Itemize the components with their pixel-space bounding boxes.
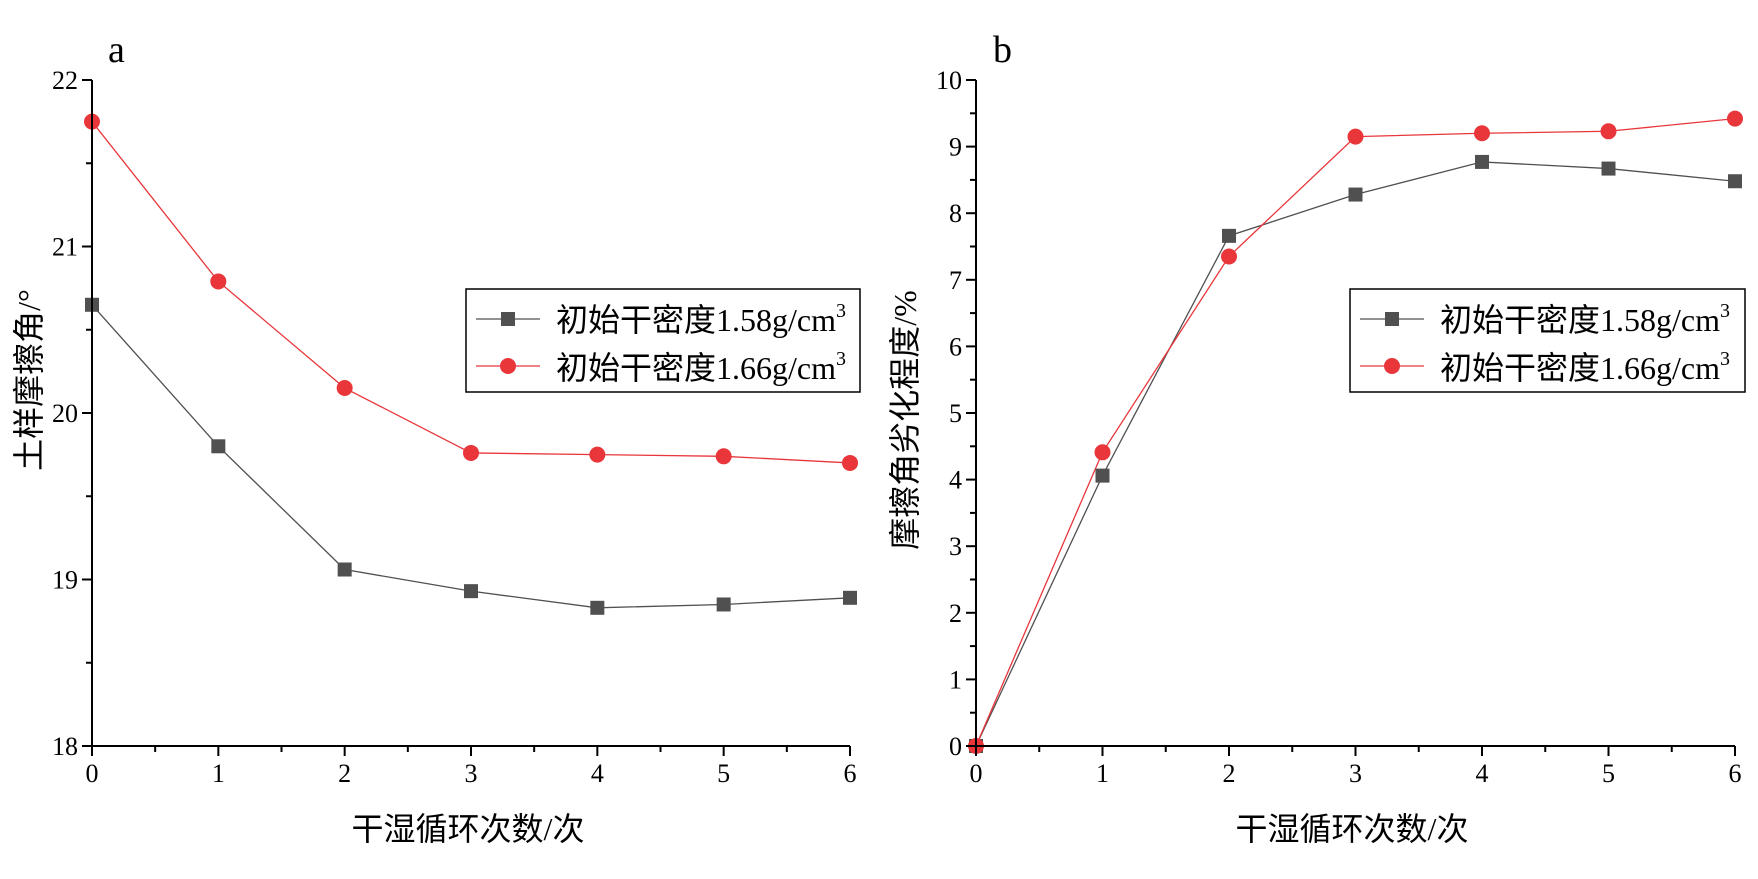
panel-b-x-tick-label: 4: [1476, 759, 1489, 788]
panel-b-series-2-point: [1094, 444, 1111, 461]
panel-a-y-tick-label: 19: [52, 566, 78, 595]
panel-b-legend-entry-2: 初始干密度1.66g/cm3: [1440, 348, 1730, 386]
panel-b-y-tick-label: 4: [949, 466, 962, 495]
panel-b-y-tick-label: 9: [949, 133, 962, 162]
panel-a-x-tick-label: 2: [338, 759, 351, 788]
panel-b-series-2-point: [1474, 125, 1490, 142]
panel-a-y-axis-label: 土样摩擦角/°: [11, 289, 47, 471]
panel-b-legend-box: [1349, 288, 1746, 393]
panel-a-series-2-point: [463, 444, 479, 461]
panel-a-series-2-point: [589, 446, 606, 463]
panel-a-legend-marker-2: [500, 358, 516, 374]
panel-b-series-1-point: [1728, 174, 1742, 189]
panel-a-legend-entry-1: 初始干密度1.58g/cm3: [556, 300, 846, 338]
panel-a-y-tick-label: 18: [52, 732, 78, 761]
panel-b-series: [968, 110, 1743, 754]
panel-a-series-2-point: [336, 380, 353, 397]
panel-a-x-axis-label: 干湿循环次数/次: [352, 811, 585, 847]
panel-a-x-tick-label: 4: [591, 759, 604, 788]
panel-b-y-axis-label: 摩擦角劣化程度/%: [887, 290, 923, 550]
panel-a-y-tick-label: 22: [52, 66, 78, 95]
panel-a-series-1-point: [590, 600, 605, 615]
panel-b-series-1-point: [1348, 187, 1363, 202]
panel-b-x-tick-label: 2: [1223, 759, 1236, 788]
panel-b-x-tick-label: 1: [1096, 759, 1109, 788]
panel-a-y-tick-label: 20: [52, 399, 78, 428]
panel-b-y-tick-label: 1: [949, 665, 962, 694]
panel-a-series-1-point: [337, 562, 352, 577]
panel-a-series-2-point: [210, 273, 227, 290]
panel-a-chart: a 0 1 2 3 4 5 6 18 19 20 21 22 干湿循环次数/次 土样摩擦角/° 初始干…: [11, 29, 861, 847]
panel-a-y-tick-label: 21: [52, 233, 78, 262]
panel-b-x-axis-label: 干湿循环次数/次: [1236, 811, 1469, 847]
panel-a-axes: 0 1 2 3 4 5 6 18 19 20 21 22: [52, 66, 857, 788]
panel-b-x-tick-label: 0: [970, 759, 983, 788]
panel-a-legend-box: [465, 288, 861, 393]
panel-b-label: b: [993, 29, 1012, 71]
panel-a-legend: 初始干密度1.58g/cm3 初始干密度1.66g/cm3: [465, 288, 861, 393]
panel-b-legend-marker-2: [1384, 358, 1400, 374]
panel-b-legend-entry-1: 初始干密度1.58g/cm3: [1440, 300, 1730, 338]
panel-a-legend-entry-2: 初始干密度1.66g/cm3: [556, 348, 846, 386]
panel-a-series-1-point: [843, 590, 857, 605]
panel-a-legend-marker-1: [501, 312, 515, 326]
panel-b-y-tick-label: 3: [949, 532, 962, 561]
panel-b-series-2-line: [975, 117, 1736, 747]
panel-a-series-1-point: [211, 439, 226, 454]
panel-b-y-tick-label: 2: [949, 599, 962, 628]
panel-b-series-1-point: [1222, 228, 1236, 243]
panel-b-y-tick-label: 0: [949, 732, 962, 761]
panel-b-series-1-point: [1095, 468, 1110, 483]
panel-b-axes: 0 1 2 3 4 5 6 0 1 2 3 4 5 6 7 8 9 10: [936, 66, 1742, 788]
panel-a-x-tick-label: 5: [717, 759, 730, 788]
panel-b-series-2-point: [1347, 128, 1364, 145]
panel-b-series-2-point: [1600, 123, 1617, 140]
panel-a-series-2-point: [842, 454, 858, 471]
panel-b-y-tick-label: 10: [936, 66, 962, 95]
panel-b-series-2-point: [1221, 248, 1237, 265]
panel-b-series-1-point: [1475, 154, 1489, 169]
panel-a-x-tick-label: 0: [86, 759, 99, 788]
panel-b-y-tick-label: 7: [949, 266, 962, 295]
panel-b-series-2-point: [1727, 110, 1743, 127]
panel-b-legend-marker-1: [1385, 312, 1399, 326]
panel-a-x-tick-label: 3: [465, 759, 478, 788]
panel-b-x-tick-label: 3: [1349, 759, 1362, 788]
panel-a-series-1-point: [716, 597, 731, 612]
panel-b-chart: b 0 1 2 3 4 5 6 0 1 2 3 4 5 6 7 8 9 10 干湿循环次数/次 摩擦角劣化程度/%…: [887, 29, 1746, 847]
panel-a-series-1-point: [464, 584, 478, 599]
panel-a-x-tick-label: 6: [844, 759, 857, 788]
panel-a-x-tick-label: 1: [212, 759, 225, 788]
panel-b-y-tick-label: 8: [949, 199, 962, 228]
panel-b-y-tick-label: 6: [949, 332, 962, 361]
panel-b-series-1-point: [1601, 161, 1616, 176]
panel-b-series-1-line: [975, 161, 1736, 747]
panel-b-legend: 初始干密度1.58g/cm3 初始干密度1.66g/cm3: [1349, 288, 1746, 393]
panel-b-x-tick-label: 6: [1729, 759, 1742, 788]
panel-b-y-tick-label: 5: [949, 399, 962, 428]
panel-a-series-2-point: [715, 448, 732, 465]
panel-b-x-tick-label: 5: [1602, 759, 1615, 788]
panel-a-label: a: [108, 29, 125, 71]
